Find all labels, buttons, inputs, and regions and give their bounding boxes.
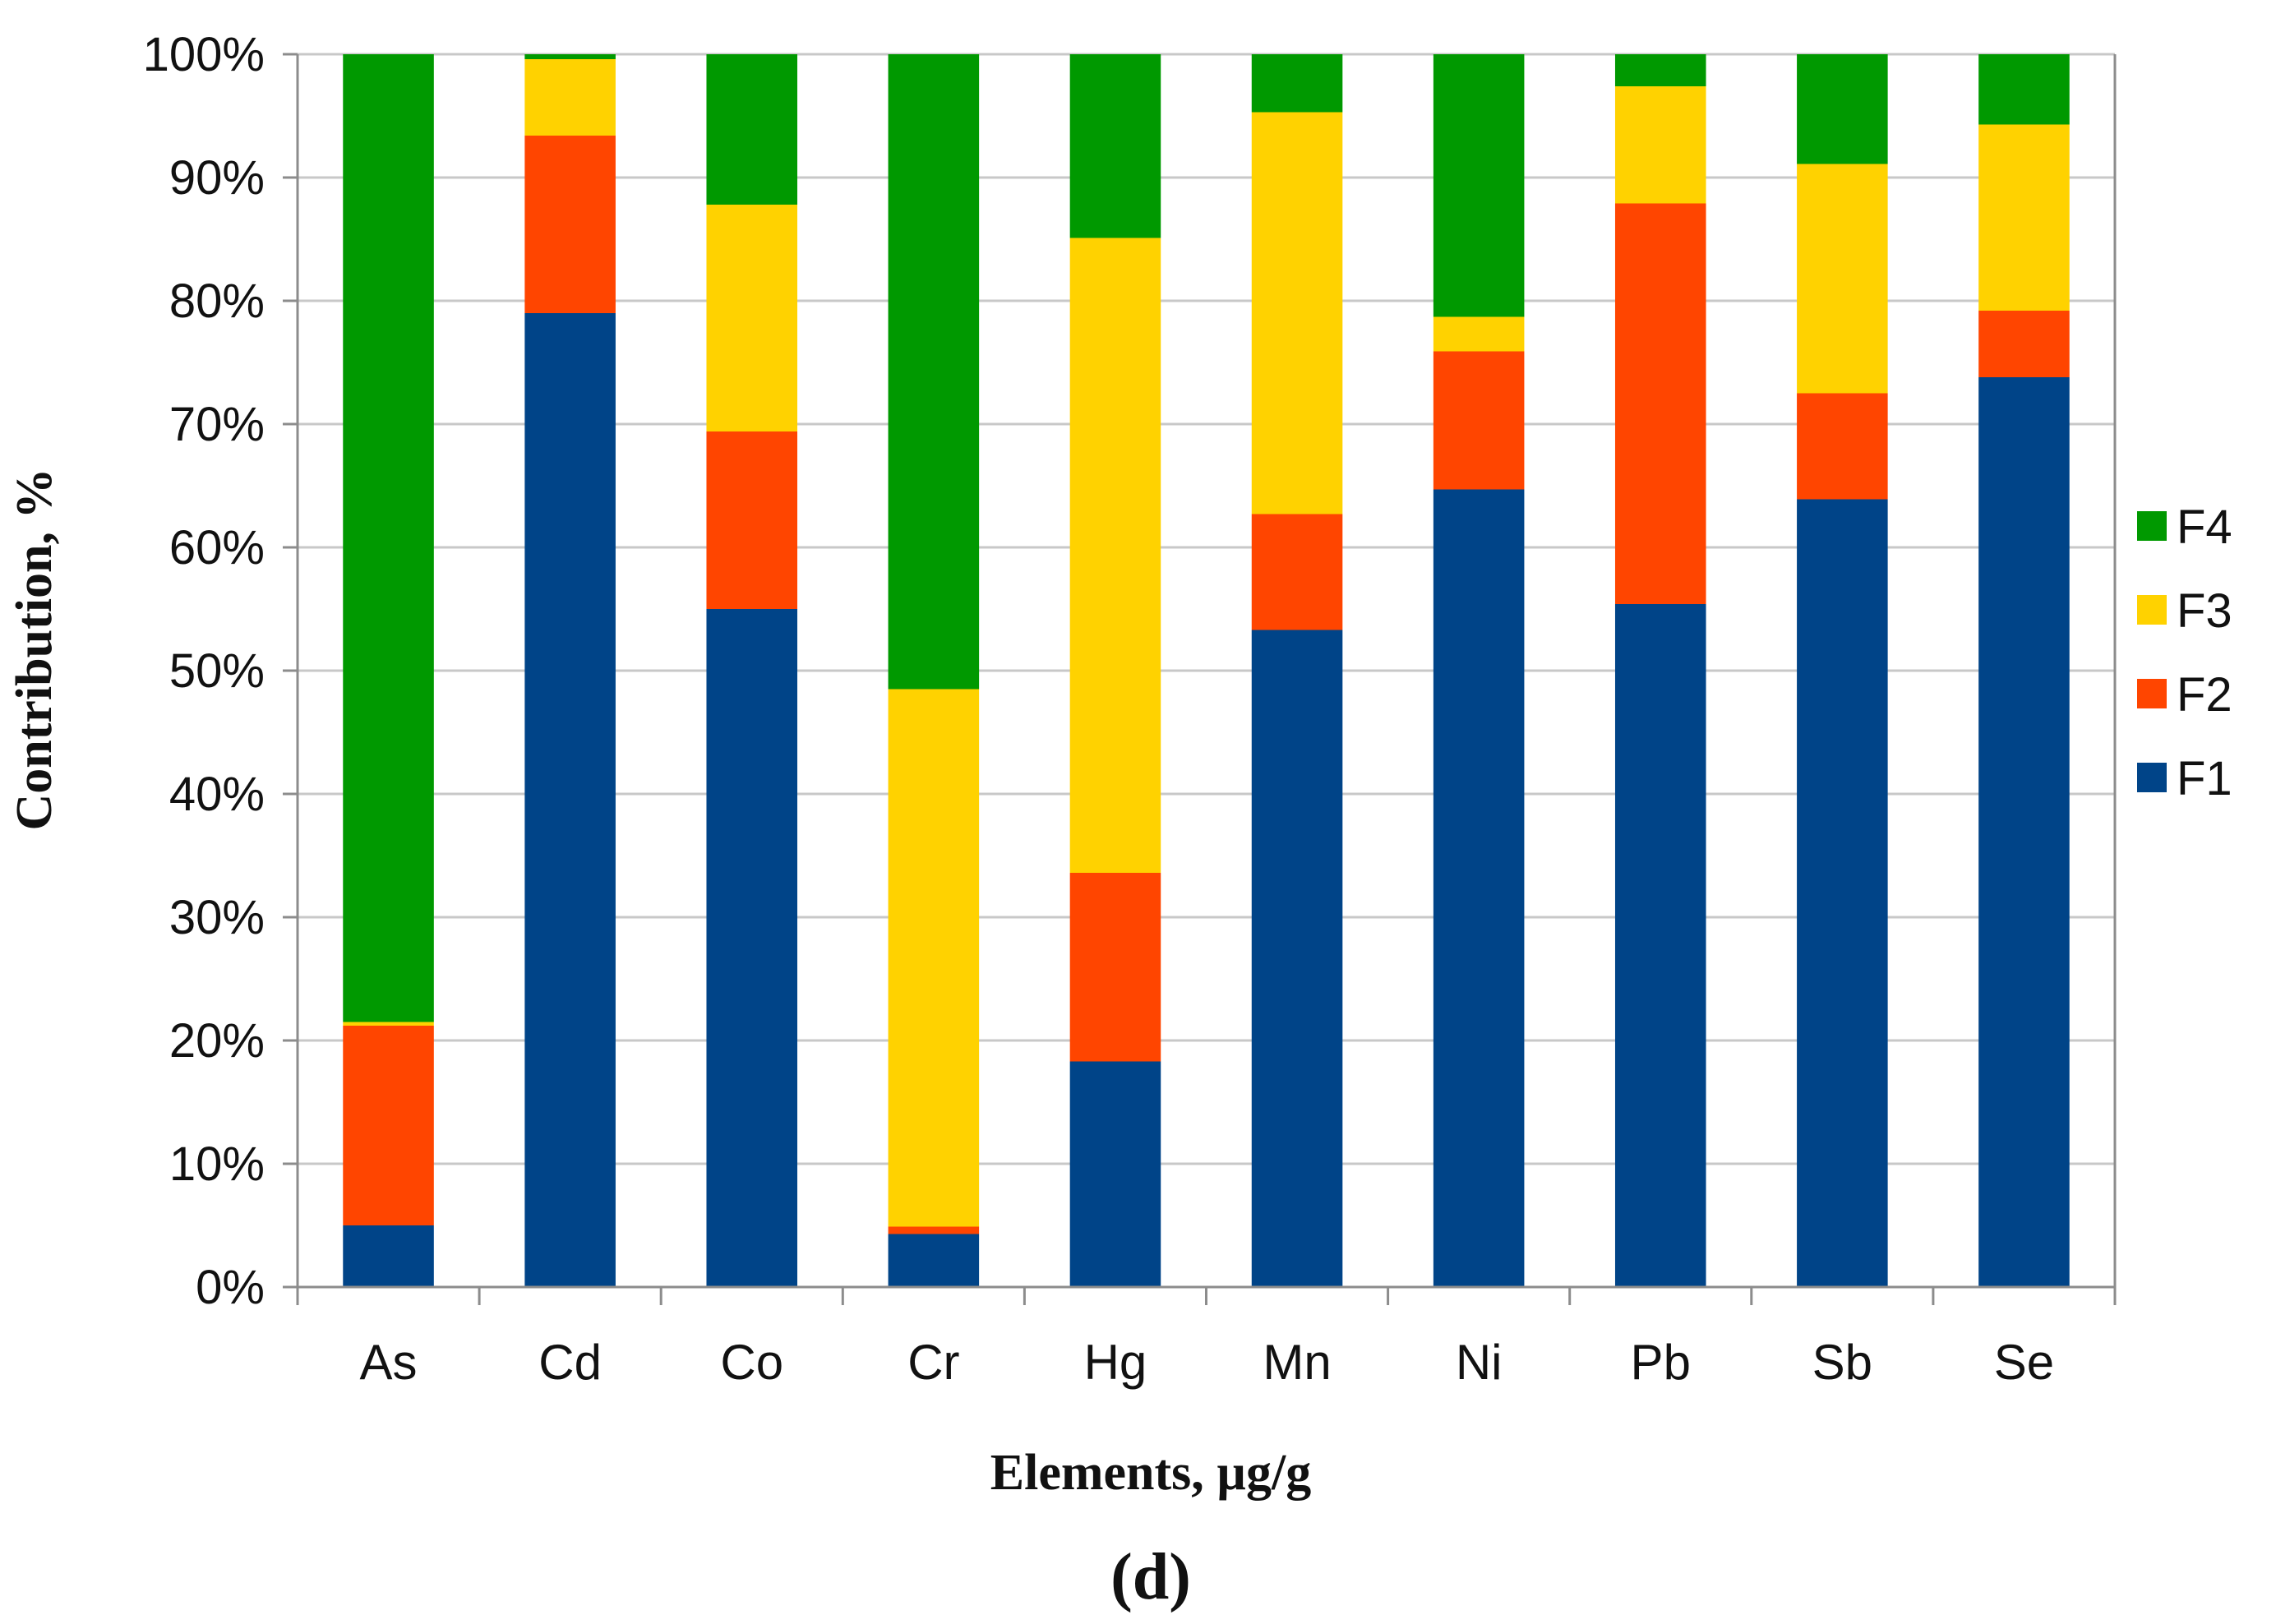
- x-category-label: Hg: [1084, 1335, 1147, 1390]
- bar-segment-f1-pb: [1614, 604, 1706, 1287]
- x-category-labels: As Cd Co Cr Hg Mn Ni Pb Sb Se: [360, 1335, 2055, 1390]
- x-category-label: Cd: [538, 1335, 602, 1390]
- x-category-label: As: [360, 1335, 418, 1390]
- bar-segment-f2-hg: [1069, 873, 1161, 1062]
- bar-segment-f3-se: [1978, 124, 2070, 311]
- bar-segment-f1-mn: [1251, 630, 1343, 1287]
- x-category-label: Cr: [907, 1335, 959, 1390]
- bars: [343, 54, 2070, 1287]
- bar-segment-f4-mn: [1251, 54, 1343, 113]
- x-category-label: Se: [1994, 1335, 2054, 1390]
- legend-label: F2: [2177, 668, 2232, 722]
- bar-segment-f2-sb: [1797, 393, 1888, 500]
- x-category-label: Sb: [1812, 1335, 1872, 1390]
- bar-segment-f3-cr: [888, 689, 980, 1227]
- bar-segment-f2-ni: [1433, 351, 1525, 490]
- bar-segment-f4-co: [706, 54, 798, 205]
- bar-segment-f2-cr: [888, 1226, 980, 1234]
- bar-segment-f4-hg: [1069, 54, 1161, 238]
- bar-segment-f2-mn: [1251, 514, 1343, 630]
- legend-label: F1: [2177, 752, 2232, 805]
- x-category-label: Mn: [1263, 1335, 1331, 1390]
- legend-swatch-f1: [2137, 763, 2167, 792]
- bar-segment-f2-co: [706, 431, 798, 609]
- bar-segment-f1-hg: [1069, 1061, 1161, 1287]
- legend-label: F4: [2177, 501, 2232, 554]
- bar-segment-f3-as: [343, 1022, 434, 1026]
- x-axis-title: Elements, µg/g: [990, 1445, 1311, 1501]
- legend-swatch-f2: [2137, 679, 2167, 708]
- bar-segment-f3-co: [706, 205, 798, 431]
- bar-segment-f3-pb: [1614, 86, 1706, 204]
- x-category-label: Co: [720, 1335, 783, 1390]
- bar-segment-f4-cr: [888, 54, 980, 690]
- bar-segment-f1-co: [706, 609, 798, 1287]
- y-axis-title: Contribution, %: [7, 468, 62, 831]
- bar-segment-f2-pb: [1614, 203, 1706, 604]
- legend: F4 F3 F2 F1: [2137, 501, 2232, 805]
- y-tick-labels: 0% 10% 20% 30% 40% 50% 60% 70% 80% 90% 100%: [143, 28, 265, 1314]
- y-tick-label: 20%: [169, 1014, 265, 1068]
- bar-segment-f1-se: [1978, 377, 2070, 1287]
- bar-segment-f2-as: [343, 1026, 434, 1225]
- legend-swatch-f4: [2137, 511, 2167, 541]
- bar-segment-f3-hg: [1069, 238, 1161, 873]
- x-category-label: Ni: [1456, 1335, 1503, 1390]
- y-tick-label: 10%: [169, 1137, 265, 1191]
- bar-segment-f4-ni: [1433, 54, 1525, 317]
- bar-segment-f2-se: [1978, 311, 2070, 377]
- y-tick-label: 0%: [196, 1261, 265, 1314]
- bar-segment-f4-sb: [1797, 54, 1888, 164]
- bar-segment-f1-sb: [1797, 499, 1888, 1287]
- legend-label: F3: [2177, 584, 2232, 638]
- y-tick-label: 50%: [169, 644, 265, 698]
- y-tick-label: 60%: [169, 521, 265, 574]
- bar-segment-f3-ni: [1433, 316, 1525, 352]
- bar-segment-f2-cd: [524, 136, 616, 313]
- panel-label: (d): [1110, 1541, 1191, 1613]
- y-tick-label: 100%: [143, 28, 265, 81]
- bar-segment-f3-cd: [524, 59, 616, 136]
- bar-segment-f4-as: [343, 54, 434, 1022]
- y-tick-label: 30%: [169, 891, 265, 944]
- bar-segment-f3-mn: [1251, 112, 1343, 514]
- y-tick-label: 80%: [169, 275, 265, 328]
- bar-segment-f1-ni: [1433, 489, 1525, 1287]
- y-tick-label: 90%: [169, 151, 265, 205]
- y-tick-label: 70%: [169, 398, 265, 451]
- bar-segment-f1-as: [343, 1225, 434, 1287]
- bar-segment-f3-sb: [1797, 164, 1888, 394]
- axes: [283, 53, 2117, 1305]
- x-category-label: Pb: [1631, 1335, 1691, 1390]
- legend-swatch-f3: [2137, 595, 2167, 625]
- bar-segment-f4-pb: [1614, 54, 1706, 86]
- bar-segment-f1-cr: [888, 1234, 980, 1287]
- y-tick-label: 40%: [169, 768, 265, 821]
- bar-segment-f4-cd: [524, 54, 616, 59]
- bar-segment-f1-cd: [524, 313, 616, 1287]
- bar-segment-f4-se: [1978, 54, 2070, 125]
